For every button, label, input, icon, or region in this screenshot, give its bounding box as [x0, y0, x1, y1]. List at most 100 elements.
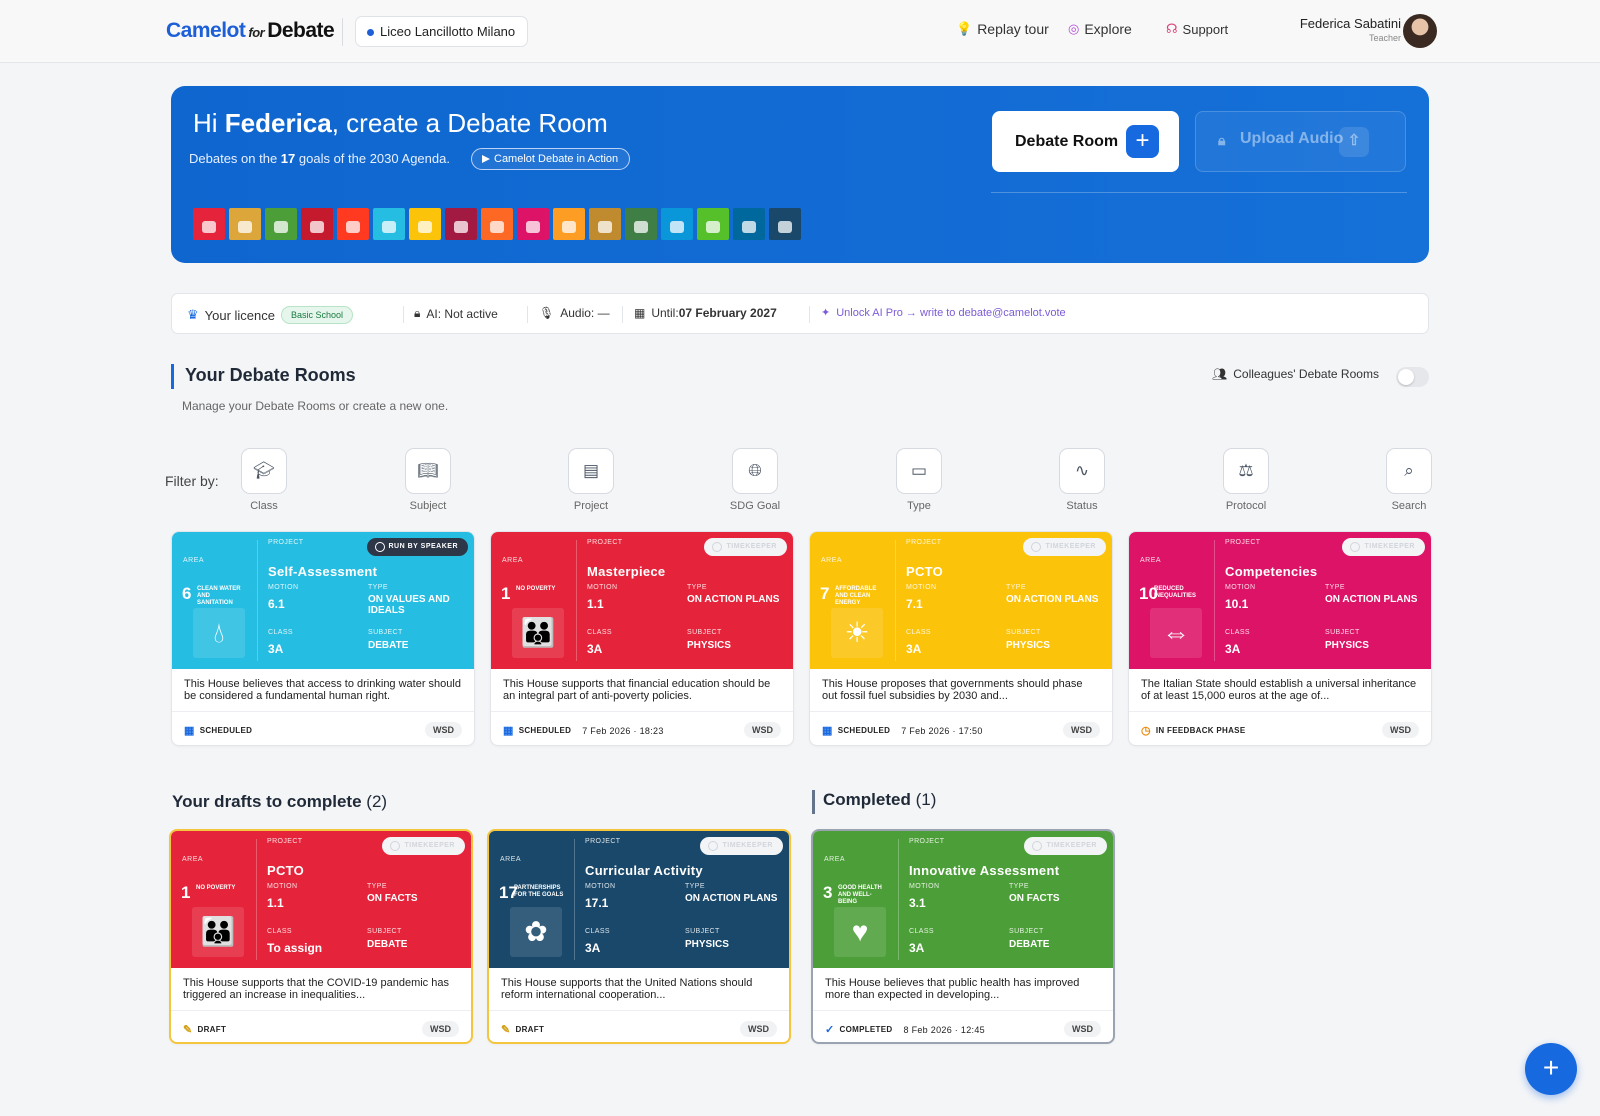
sdg-goal-4[interactable] — [301, 208, 333, 240]
sdg-goal-3[interactable] — [265, 208, 297, 240]
project-name: Masterpiece — [587, 564, 666, 579]
scales-icon: ⚖ — [1223, 448, 1269, 494]
debate-room-card[interactable]: AREA 7 AFFORDABLE AND CLEAN ENERGY ☀ PROJECT… — [809, 531, 1113, 746]
motion-number: 3.1 — [909, 896, 926, 910]
crown-icon: ♛ — [187, 307, 199, 322]
graduation-cap-icon: 🎓︎ — [241, 448, 287, 494]
licence-expiry: ▦ Until: 07 February 2027 — [634, 306, 777, 320]
sdg-goal-1[interactable] — [193, 208, 225, 240]
hero-subtitle: Debates on the 17 goals of the 2030 Agen… — [189, 151, 450, 166]
filter-protocol[interactable]: ⚖ Protocol — [1223, 448, 1269, 512]
motion-text: This House believes that public health h… — [825, 977, 1080, 1001]
in-action-video-button[interactable]: Camelot Debate in Action — [471, 148, 631, 170]
motion-text: This House supports that the COVID-19 pa… — [183, 977, 449, 1001]
card-footer: ▦ SCHEDULED 7 Feb 2026 · 17:50 WSD — [810, 711, 1112, 745]
sdg-goal-11[interactable] — [553, 208, 585, 240]
filter-sdg-goal[interactable]: 🌐︎ SDG Goal — [730, 448, 780, 512]
clock-icon: ◷ — [1141, 725, 1151, 737]
area-tile: AREA 6 CLEAN WATER AND SANITATION 💧︎ — [180, 540, 258, 661]
school-selector[interactable]: Liceo Lancillotto Milano — [355, 16, 529, 47]
filter-subject[interactable]: 📖︎ Subject — [405, 448, 451, 512]
sdg-goal-5[interactable] — [337, 208, 369, 240]
sdg-goal-9[interactable] — [481, 208, 513, 240]
user-info[interactable]: Federica Sabatini Teacher — [1300, 16, 1401, 43]
filter-search[interactable]: ⌕ Search — [1386, 448, 1432, 512]
card-footer: ◷ IN FEEDBACK PHASE WSD — [1129, 711, 1431, 745]
plan-badge: Basic School — [281, 306, 354, 324]
sdg-goal-10[interactable] — [517, 208, 549, 240]
status-date: 7 Feb 2026 · 18:23 — [582, 725, 664, 736]
area-number: 1 — [501, 584, 511, 603]
filter-class[interactable]: 🎓︎ Class — [241, 448, 287, 512]
family-icon: 👪︎ — [512, 608, 564, 658]
card-footer: ✓ COMPLETED 8 Feb 2026 · 12:45 WSD — [813, 1010, 1113, 1042]
format-tag: WSD — [1382, 722, 1419, 738]
debate-room-card[interactable]: AREA 1 NO POVERTY 👪︎ PROJECT PCTO TIMEKEEPER MO… — [169, 829, 473, 1044]
upload-audio-button[interactable]: 🔒︎ Upload Audio ⇧ — [1195, 111, 1406, 172]
format-tag: WSD — [425, 722, 462, 738]
sdg-goal-8[interactable] — [445, 208, 477, 240]
class-value: 3A — [585, 941, 601, 955]
colleagues-rooms-toggle[interactable] — [1396, 367, 1429, 387]
plus-icon: + — [1126, 125, 1159, 158]
create-debate-room-button[interactable]: Debate Room + — [992, 111, 1179, 172]
area-number: 6 — [182, 584, 192, 603]
drafts-title: Your drafts to complete (2) — [172, 792, 388, 811]
status-date: 7 Feb 2026 · 17:50 — [901, 725, 983, 736]
camelot-logo[interactable]: Camelot for Debate — [166, 19, 335, 42]
sdg-goal-17[interactable] — [769, 208, 801, 240]
sdg-goal-14[interactable] — [661, 208, 693, 240]
debate-room-card[interactable]: AREA 3 GOOD HEALTH AND WELL-BEING ♥ PROJECT I… — [811, 829, 1115, 1044]
calendar-icon: ▦ — [822, 725, 833, 737]
headset-icon: ☊ — [1166, 21, 1178, 36]
debate-room-card[interactable]: AREA 10 REDUCED INEQUALITIES ⇔ PROJECT Compet… — [1128, 531, 1432, 746]
class-value: To assign — [267, 941, 323, 955]
users-icon: 👥︎ — [1212, 367, 1228, 381]
area-tile: AREA 1 NO POVERTY 👪︎ — [499, 540, 577, 661]
sdg-goal-13[interactable] — [625, 208, 657, 240]
status-date: 8 Feb 2026 · 12:45 — [903, 1024, 985, 1035]
motion-number: 6.1 — [268, 597, 285, 611]
format-tag: WSD — [744, 722, 781, 738]
project-name: PCTO — [906, 564, 944, 579]
filter-status[interactable]: ∿ Status — [1059, 448, 1105, 512]
top-bar: Camelot for Debate Liceo Lancillotto Milan… — [0, 0, 1600, 63]
debate-room-card[interactable]: AREA 6 CLEAN WATER AND SANITATION 💧︎ PROJECT… — [171, 531, 475, 746]
avatar[interactable] — [1403, 14, 1437, 48]
support-link[interactable]: ☊ Support — [1166, 21, 1229, 37]
replay-tour-link[interactable]: 💡 Replay tour — [956, 21, 1049, 37]
motion-text: This House believes that access to drink… — [184, 678, 461, 702]
debate-room-card[interactable]: AREA 17 PARTNERSHIPS FOR THE GOALS ✿ PROJECT… — [487, 829, 791, 1044]
format-tag: WSD — [1063, 722, 1100, 738]
format-tag: WSD — [422, 1021, 459, 1037]
calendar-icon: ▦ — [634, 306, 646, 320]
sdg-goal-2[interactable] — [229, 208, 261, 240]
sdg-goal-7[interactable] — [409, 208, 441, 240]
filter-type[interactable]: ▭ Type — [896, 448, 942, 512]
lock-icon: 🔒︎ — [414, 306, 421, 320]
motion-number: 7.1 — [906, 597, 923, 611]
card-footer: ▦ SCHEDULED 7 Feb 2026 · 18:23 WSD — [491, 711, 793, 745]
debate-room-card[interactable]: AREA 1 NO POVERTY 👪︎ PROJECT Masterpiece TIMEK… — [490, 531, 794, 746]
motion-text: The Italian State should establish a uni… — [1141, 678, 1417, 702]
sdg-goal-6[interactable] — [373, 208, 405, 240]
sdg-goal-15[interactable] — [697, 208, 729, 240]
motion-text: This House supports that financial educa… — [503, 678, 771, 702]
area-title: NO POVERTY — [196, 885, 236, 891]
area-number: 17 — [499, 883, 518, 902]
status: ▦ SCHEDULED 7 Feb 2026 · 18:23 — [503, 725, 664, 737]
sdg-goal-12[interactable] — [589, 208, 621, 240]
compass-icon: ◎ — [1068, 21, 1080, 36]
motion-number: 10.1 — [1225, 597, 1249, 611]
explore-link[interactable]: ◎ Explore — [1068, 21, 1132, 37]
card-footer: ✎ DRAFT WSD — [171, 1010, 471, 1042]
area-tile: AREA 17 PARTNERSHIPS FOR THE GOALS ✿ — [497, 839, 575, 960]
area-title: NO POVERTY — [516, 586, 556, 592]
floating-add-button[interactable]: + — [1525, 1043, 1577, 1095]
unlock-ai-pro-link[interactable]: ✦ Unlock AI Pro → write to debate@camelot… — [821, 306, 1066, 320]
status: ✎ DRAFT — [501, 1024, 545, 1036]
status: ✎ DRAFT — [183, 1024, 227, 1036]
filter-project[interactable]: ▤ Project — [568, 448, 614, 512]
sdg-goal-16[interactable] — [733, 208, 765, 240]
project-name: Curricular Activity — [585, 863, 703, 878]
